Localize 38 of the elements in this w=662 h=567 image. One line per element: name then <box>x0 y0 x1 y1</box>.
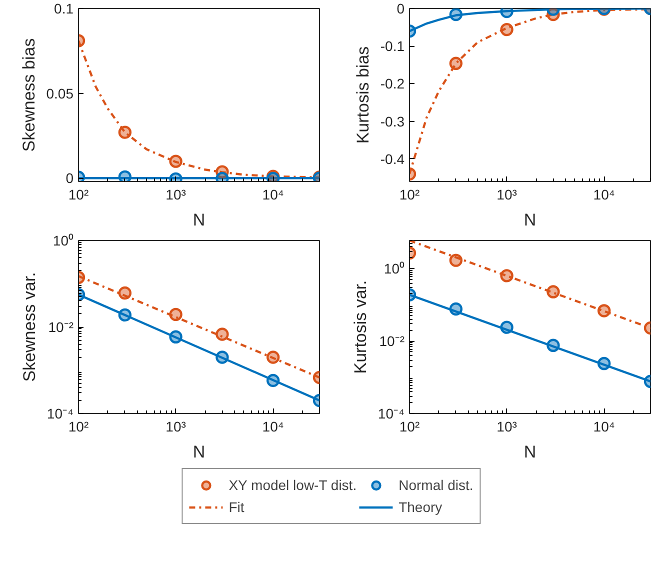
legend-label: Theory <box>398 499 442 515</box>
x-axis-title: N <box>524 210 536 230</box>
y-axis-title: Kurtosis var. <box>350 280 370 374</box>
x-tick-label: 10³ <box>166 186 186 202</box>
y-axis-title: Kurtosis bias <box>353 46 372 144</box>
x-tick-label: 10² <box>68 418 89 434</box>
legend-label: Fit <box>228 499 246 515</box>
y-tick-label: 0 <box>66 170 74 186</box>
x-tick-label: 10⁴ <box>262 418 284 434</box>
x-tick-label: 10³ <box>496 186 518 202</box>
legend-label: XY model low-T dist. <box>228 477 357 493</box>
y-tick-label: 10⁻⁴ <box>46 406 74 422</box>
x-axis-title: N <box>192 442 206 462</box>
x-tick-label: 10² <box>68 186 89 202</box>
x-axis-title: N <box>524 442 536 462</box>
y-tick-label: 0.1 <box>54 0 74 16</box>
x-tick-label: 10² <box>399 418 420 434</box>
y-tick-label: 10⁰ <box>52 232 74 248</box>
x-tick-label: 10⁴ <box>593 418 615 434</box>
y-axis-title: Skewness bias <box>19 38 38 152</box>
y-tick-label: 0 <box>396 0 405 16</box>
x-tick-label: 10⁴ <box>593 186 615 202</box>
y-tick-label: 10⁻² <box>48 319 74 335</box>
y-tick-label: 10⁻⁴ <box>378 406 405 422</box>
y-tick-label: 10⁰ <box>384 260 405 277</box>
y-tick-label: -0.4 <box>380 150 405 167</box>
x-tick-label: 10⁴ <box>262 186 284 202</box>
legend-label: Normal dist. <box>398 477 474 493</box>
y-tick-label: -0.1 <box>380 38 405 54</box>
x-axis-title: N <box>192 210 206 230</box>
y-tick-label: 10⁻² <box>379 333 405 350</box>
x-tick-label: 10³ <box>166 418 186 434</box>
y-axis-title: Skewness var. <box>20 272 39 382</box>
x-tick-label: 10² <box>399 186 420 202</box>
y-tick-label: -0.3 <box>380 113 405 130</box>
x-tick-label: 10³ <box>496 418 518 434</box>
y-tick-label: -0.2 <box>380 76 405 92</box>
y-tick-label: 0.05 <box>46 85 74 102</box>
